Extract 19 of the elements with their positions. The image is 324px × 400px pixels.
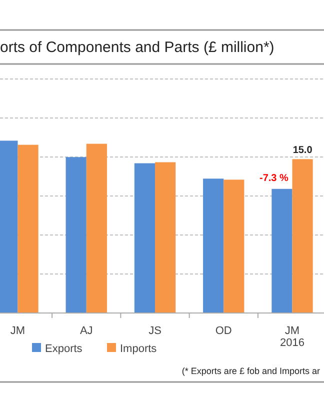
bar bbox=[224, 180, 244, 313]
bar bbox=[86, 144, 107, 313]
x-tick-label: JM bbox=[10, 325, 26, 337]
bar bbox=[134, 163, 155, 313]
x-tick-label: OD bbox=[215, 325, 232, 337]
annotation: -7.3 % bbox=[260, 172, 289, 184]
data-label: 15.0 bbox=[292, 145, 313, 156]
x-tick-label: AJ bbox=[80, 325, 93, 337]
bar bbox=[203, 178, 224, 313]
bar bbox=[272, 188, 292, 313]
legend-label: Imports bbox=[120, 343, 158, 355]
text: (* Exports are £ fob and Imports ar bbox=[182, 366, 320, 376]
legend-label: Exports bbox=[45, 343, 83, 355]
bar bbox=[66, 157, 86, 313]
bar bbox=[155, 162, 176, 313]
bar bbox=[292, 159, 313, 313]
x-tick-label: JM 2016 bbox=[280, 325, 304, 349]
chart-title: orts of Components and Parts (£ million*) bbox=[0, 39, 274, 56]
x-tick-label: JS bbox=[148, 325, 162, 337]
